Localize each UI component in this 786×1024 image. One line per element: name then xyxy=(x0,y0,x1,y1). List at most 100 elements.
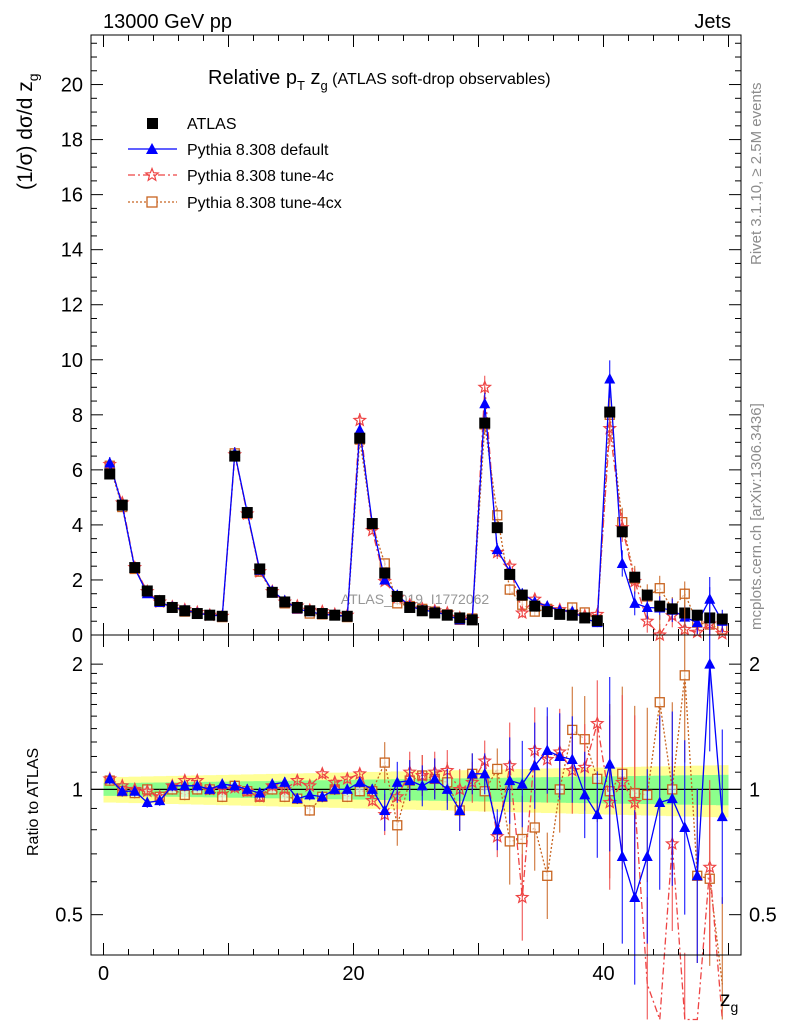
legend-label-default: Pythia 8.308 default xyxy=(187,142,329,159)
ratio-point-pythia-8-308-default xyxy=(404,774,416,786)
legend-entry-default: Pythia 8.308 default xyxy=(128,142,329,159)
data-point-atlas xyxy=(179,605,191,617)
ratio-point-pythia-8-308-default xyxy=(279,776,291,787)
ratio-point-pythia-8-308-default xyxy=(466,767,478,779)
data-point-atlas xyxy=(454,612,466,624)
data-point-atlas xyxy=(129,562,141,574)
ratio-point-pythia-8-308-default xyxy=(491,823,503,835)
ratio-point-pythia-8-308-tune-4cx xyxy=(679,670,690,681)
data-point-atlas xyxy=(341,610,353,622)
legend-entry-tune4cx: Pythia 8.308 tune-4cx xyxy=(128,195,342,212)
svg-text:(1/σ) dσ/d zg: (1/σ) dσ/d zg xyxy=(14,73,41,190)
data-point-pythia-8-308-tune-4c xyxy=(639,613,655,628)
ratio-point-pythia-8-308-tune-4c xyxy=(627,794,643,809)
data-point-atlas xyxy=(466,614,478,626)
ratio-point-pythia-8-308-tune-4c xyxy=(364,792,380,807)
data-point-atlas xyxy=(429,607,441,619)
main-panel: 0 2 4 6 8 10 12 14 16 18 20 ATLAS_2019_I1772062 Re… xyxy=(14,34,742,647)
data-point-atlas xyxy=(491,522,503,534)
side-mcplots-label: mcplots.cern.ch [arXiv:1306.3436] xyxy=(748,403,765,630)
ratio-point-pythia-8-308-tune-4c xyxy=(339,771,355,786)
header-process: Jets xyxy=(694,11,731,33)
data-point-atlas xyxy=(329,609,341,621)
ratio-point-pythia-8-308-tune-4cx xyxy=(304,805,315,816)
title-tail: (ATLAS soft-drop observables) xyxy=(328,71,551,88)
ratio-point-pythia-8-308-default xyxy=(554,750,566,761)
legend-marker-tune4cx xyxy=(146,196,158,208)
data-point-pythia-8-308-tune-4c xyxy=(477,379,493,394)
data-point-atlas xyxy=(316,608,328,620)
ratio-point-pythia-8-308-tune-4cx xyxy=(529,822,540,833)
ratio-point-pythia-8-308-default xyxy=(229,779,241,791)
data-point-atlas xyxy=(566,609,578,621)
ratio-point-pythia-8-308-tune-4cx xyxy=(379,757,390,768)
ratio-point-pythia-8-308-default xyxy=(666,792,678,804)
data-point-atlas xyxy=(654,600,666,612)
ratio-point-pythia-8-308-default xyxy=(379,804,391,815)
data-point-atlas xyxy=(141,585,153,597)
ratio-point-pythia-8-308-tune-4c xyxy=(702,859,718,874)
ratio-point-pythia-8-308-tune-4cx xyxy=(179,789,190,801)
ratio-point-pythia-8-308-default xyxy=(216,778,228,789)
ratio-point-pythia-8-308-default xyxy=(391,776,403,787)
data-point-atlas xyxy=(191,608,203,620)
data-point-atlas xyxy=(241,507,253,519)
legend-marker-tune4c xyxy=(144,166,160,182)
data-point-atlas xyxy=(116,499,128,511)
ratio-point-pythia-8-308-tune-4cx xyxy=(542,870,553,881)
ratio-point-pythia-8-308-default xyxy=(479,767,491,779)
ratio-point-pythia-8-308-default xyxy=(679,821,691,832)
ratio-point-pythia-8-308-default xyxy=(591,808,603,820)
data-point-atlas xyxy=(204,609,216,621)
data-point-atlas xyxy=(216,610,228,622)
ratio-point-pythia-8-308-default xyxy=(116,785,128,796)
data-point-atlas xyxy=(254,563,266,575)
data-point-atlas xyxy=(379,567,391,579)
data-point-atlas xyxy=(229,450,241,462)
ratio-point-pythia-8-308-default xyxy=(141,796,153,808)
title-mid: z xyxy=(305,67,321,89)
series-line-pythia-8-308-default xyxy=(109,378,723,624)
side-rivet-label: Rivet 3.1.10, ≥ 2.5M events xyxy=(748,83,765,266)
ratio-point-pythia-8-308-tune-4c xyxy=(314,766,330,781)
ratio-point-pythia-8-308-default xyxy=(441,783,453,794)
ratio-point-pythia-8-308-default xyxy=(716,810,728,822)
ratio-point-pythia-8-308-default xyxy=(516,778,528,789)
data-point-atlas xyxy=(366,518,378,530)
ratio-y-tick-label-right: 2 xyxy=(749,654,760,676)
ratio-point-pythia-8-308-default xyxy=(416,779,428,791)
ratio-y-tick-label: 1 xyxy=(72,779,83,801)
main-y-axis-label: (1/σ) dσ/d zg xyxy=(14,73,41,190)
data-point-pythia-8-308-default xyxy=(104,456,116,468)
ratio-point-pythia-8-308-default xyxy=(541,744,553,756)
ratio-point-pythia-8-308-default xyxy=(129,785,141,796)
data-point-atlas xyxy=(516,589,528,601)
ratio-point-pythia-8-308-default xyxy=(504,774,516,786)
data-point-pythia-8-308-default xyxy=(491,543,503,555)
data-point-atlas xyxy=(504,568,516,580)
ratio-point-pythia-8-308-default xyxy=(241,783,253,794)
data-point-atlas xyxy=(629,571,641,583)
data-point-pythia-8-308-tune-4c xyxy=(602,420,618,435)
legend-entry-tune4c: Pythia 8.308 tune-4c xyxy=(128,166,334,185)
legend-entry-atlas: ATLAS xyxy=(147,116,237,133)
data-point-atlas xyxy=(279,596,291,608)
ratio-point-pythia-8-308-tune-4c xyxy=(139,783,155,798)
main-y-tick-label: 4 xyxy=(72,515,83,537)
data-point-atlas xyxy=(529,600,541,612)
ratio-point-pythia-8-308-default xyxy=(654,796,666,808)
chart-title: Relative pT zg (ATLAS soft-drop observab… xyxy=(208,67,551,93)
ratio-y-tick-label: 2 xyxy=(72,654,83,676)
main-ylabel-sub: g xyxy=(25,73,41,81)
data-point-pythia-8-308-tune-4cx xyxy=(654,583,665,594)
ratio-point-pythia-8-308-default xyxy=(266,778,278,789)
main-y-tick-label: 10 xyxy=(61,350,83,372)
ratio-point-pythia-8-308-default xyxy=(304,788,316,800)
main-y-tick-label: 0 xyxy=(72,625,83,647)
ratio-point-pythia-8-308-tune-4cx xyxy=(654,697,665,708)
ratio-axis-ticks xyxy=(91,635,741,955)
legend-label-atlas: ATLAS xyxy=(187,116,237,133)
data-point-atlas xyxy=(266,586,278,598)
main-y-tick-label: 16 xyxy=(61,185,83,207)
xlabel-text: z xyxy=(720,988,731,1011)
